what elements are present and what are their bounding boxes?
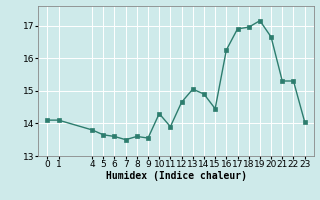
X-axis label: Humidex (Indice chaleur): Humidex (Indice chaleur) [106, 171, 246, 181]
